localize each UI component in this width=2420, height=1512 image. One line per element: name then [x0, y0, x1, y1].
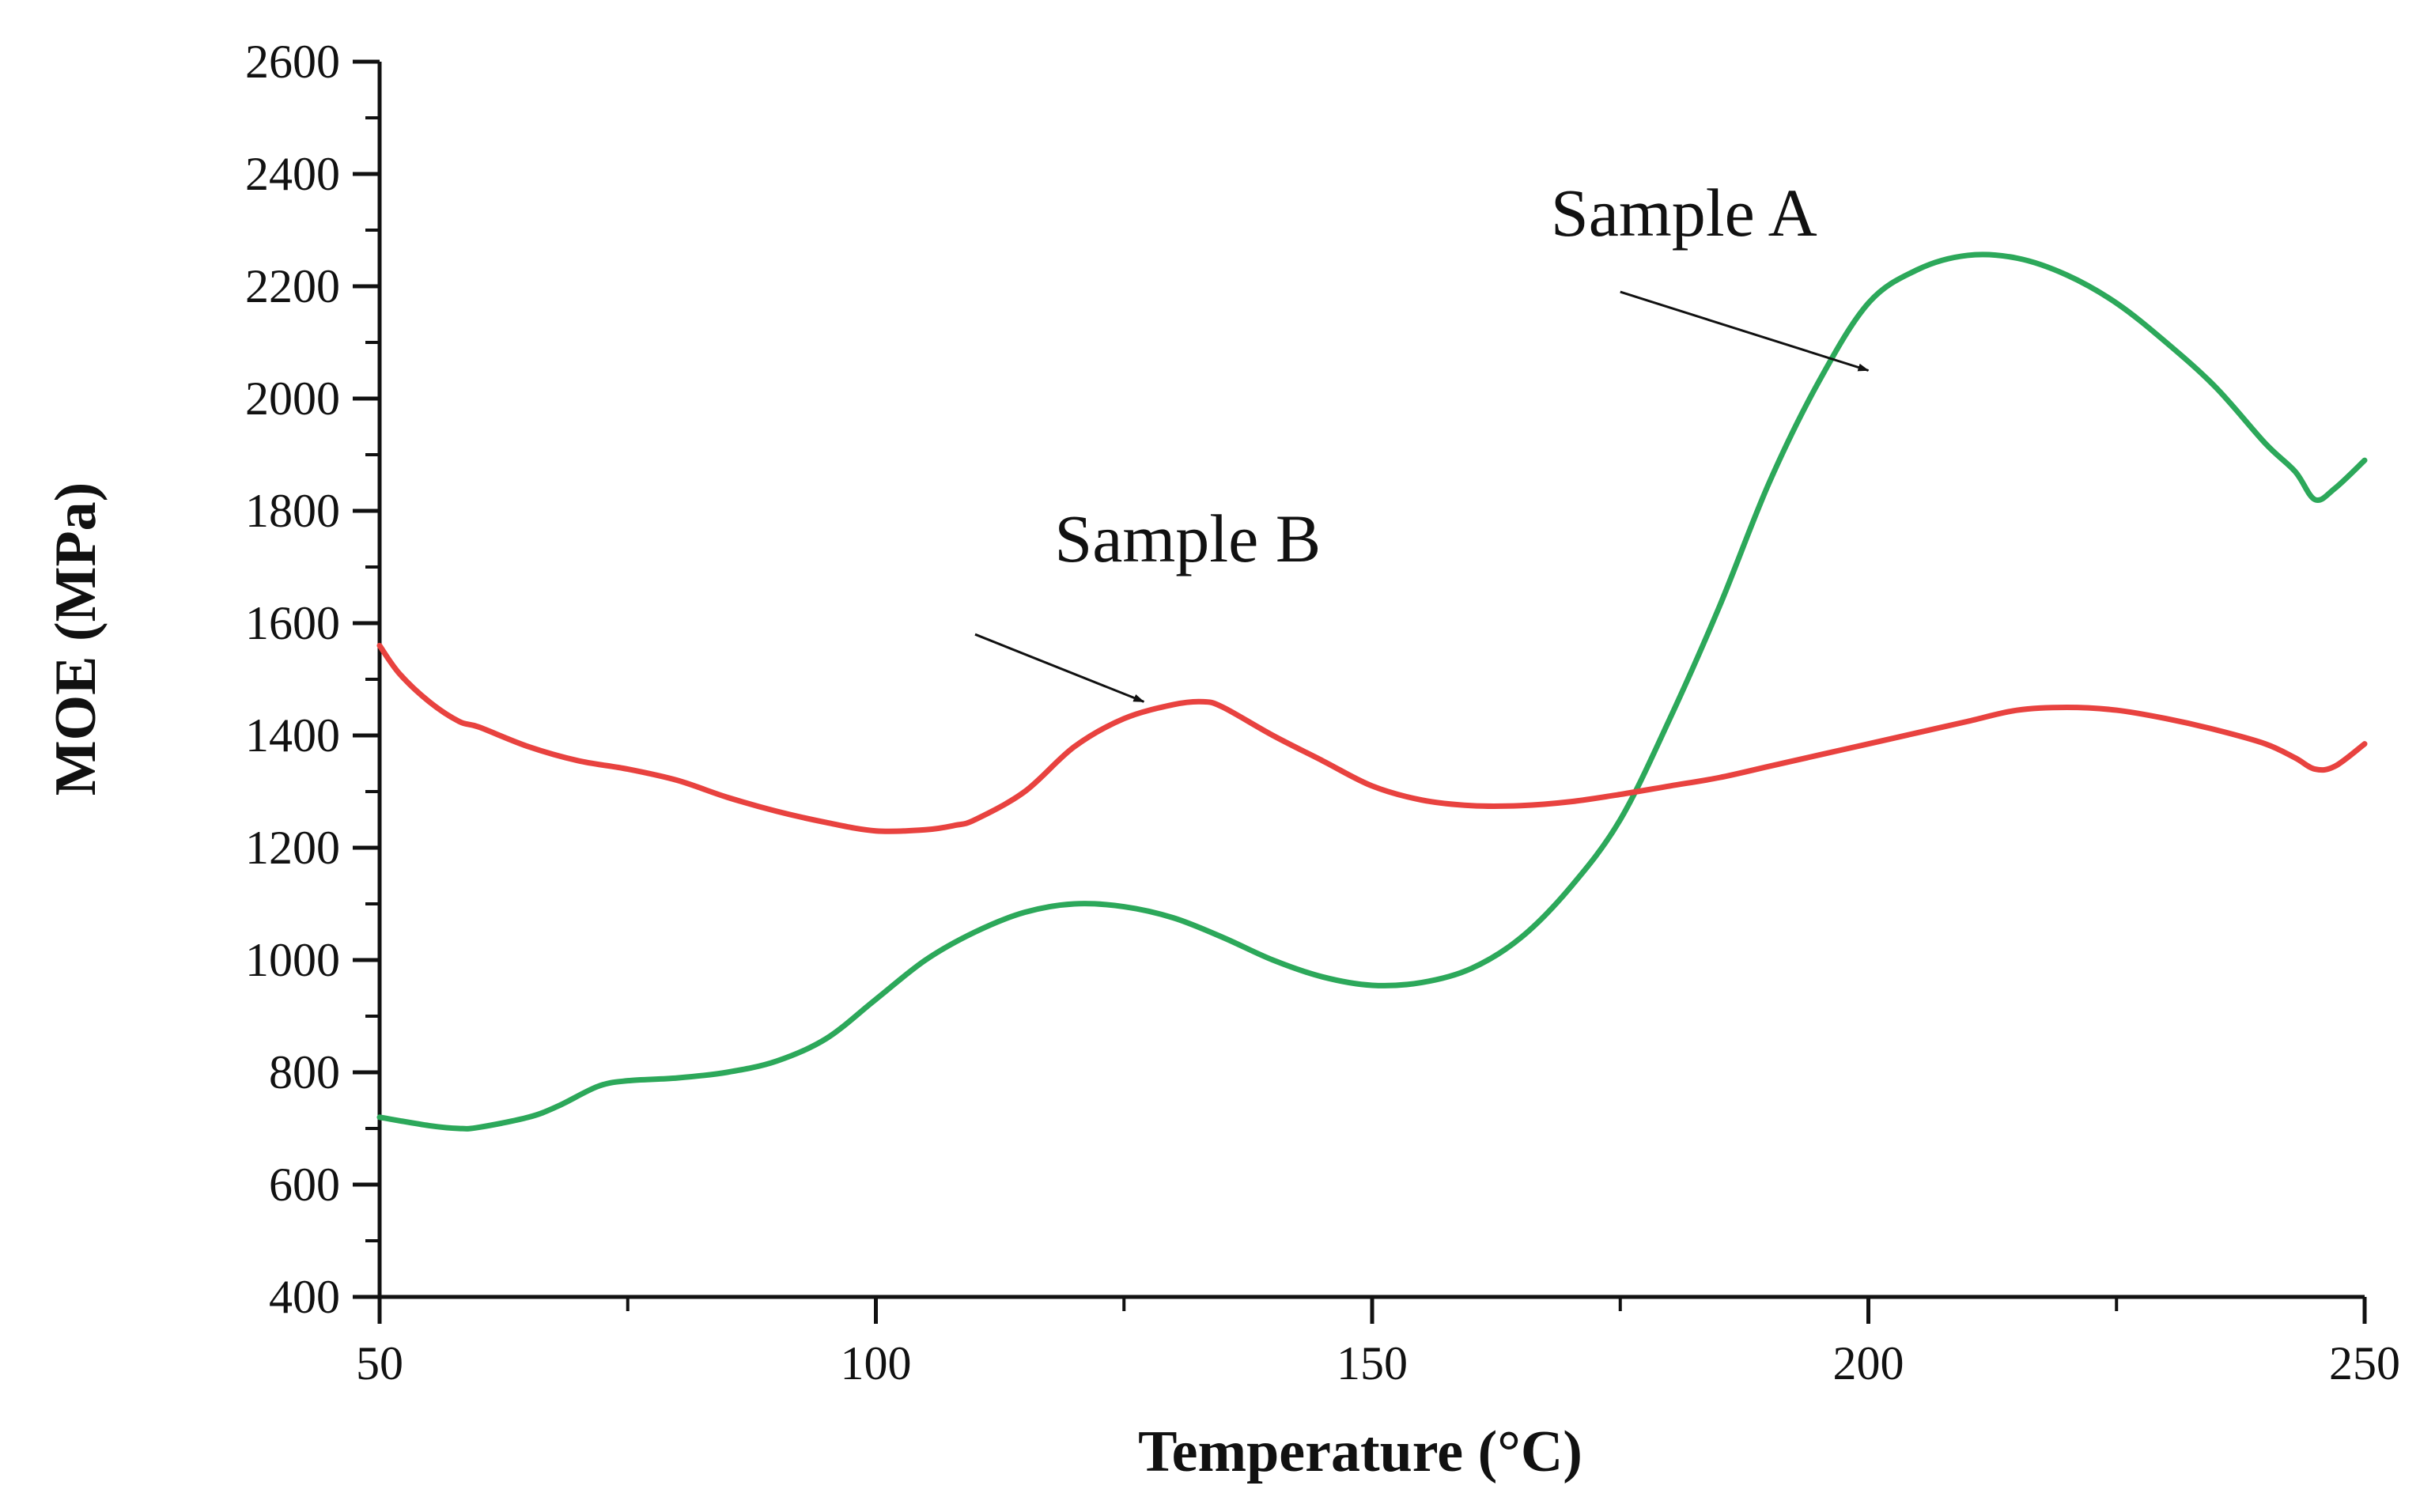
x-tick-label: 250	[2329, 1337, 2400, 1389]
y-tick-label: 800	[269, 1046, 340, 1098]
annotation-arrow-sample-b	[974, 633, 1145, 703]
y-tick-label: 400	[269, 1271, 340, 1323]
annotation-label-sample-a: Sample A	[1551, 175, 1817, 251]
x-tick-label: 150	[1337, 1337, 1408, 1389]
y-tick-label: 600	[269, 1159, 340, 1211]
y-tick-label: 1000	[245, 934, 340, 986]
series-line-sample-b	[376, 642, 2368, 834]
y-tick-label: 2000	[245, 372, 340, 425]
y-tick-label: 2600	[245, 36, 340, 88]
x-tick-label: 50	[356, 1337, 403, 1389]
y-tick-label: 1200	[245, 822, 340, 874]
annotation-label-sample-b: Sample B	[1054, 501, 1321, 576]
x-tick-label: 200	[1833, 1337, 1904, 1389]
y-tick-label: 1400	[245, 709, 340, 762]
y-tick-label: 1600	[245, 597, 340, 649]
y-tick-label: 1800	[245, 485, 340, 537]
x-axis-title: Temperature (°C)	[1138, 1419, 1582, 1484]
y-tick-label: 2200	[245, 260, 340, 312]
annotation-arrow-sample-a	[1620, 290, 1870, 372]
x-tick-label: 100	[841, 1337, 912, 1389]
series-line-sample-a	[376, 251, 2368, 1132]
y-axis-title: MOE (MPa)	[43, 482, 108, 796]
y-tick-label: 2400	[245, 148, 340, 200]
